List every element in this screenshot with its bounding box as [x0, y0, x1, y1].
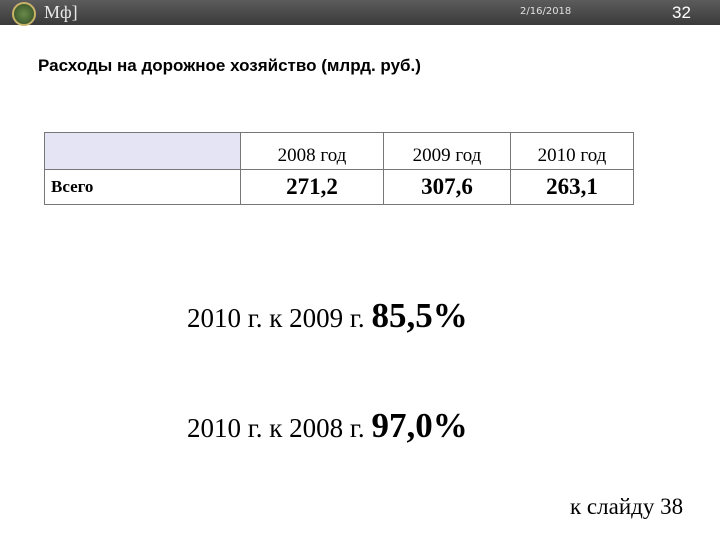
logo-text: Мф]	[44, 2, 78, 22]
cell: 307,6	[383, 169, 511, 205]
cell: 263,1	[510, 169, 634, 205]
column-header: 2008 год	[240, 132, 384, 170]
column-header: 2009 год	[383, 132, 511, 170]
table: 2008 год 2009 год 2010 год Всего 271,2 3…	[44, 132, 634, 205]
logo	[12, 2, 36, 26]
comparison: 2010 г. к 2009 г. 85,5%	[187, 296, 468, 336]
cell: 271,2	[240, 169, 384, 205]
comparison-label: 2010 г. к 2008 г.	[187, 413, 365, 443]
comparison-label: 2010 г. к 2009 г.	[187, 303, 365, 333]
data-row: Всего 271,2 307,6 263,1	[44, 169, 634, 205]
header-bar	[0, 0, 720, 25]
row-header: Всего	[44, 169, 241, 205]
header-row: 2008 год 2009 год 2010 год	[44, 132, 634, 170]
title: Расходы на дорожное хозяйство (млрд. руб…	[38, 56, 421, 75]
page-number: 32	[672, 3, 691, 22]
comparison-value: 97,0%	[371, 406, 468, 445]
date: 2/16/2018	[520, 6, 572, 17]
comparison: 2010 г. к 2008 г. 97,0%	[187, 406, 468, 446]
corner-cell	[44, 132, 241, 170]
column-header: 2010 год	[510, 132, 634, 170]
comparison-value: 85,5%	[371, 296, 468, 335]
slide-link[interactable]: к слайду 38	[570, 494, 684, 519]
